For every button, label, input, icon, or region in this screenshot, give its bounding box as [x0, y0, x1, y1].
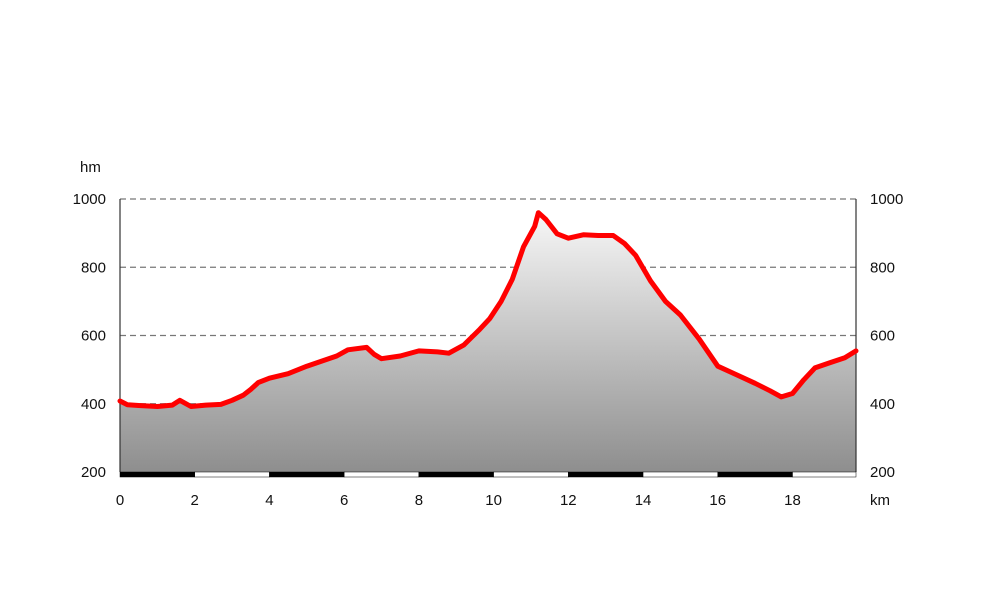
scale-segment-0 [119, 471, 195, 478]
scale-segment-8 [717, 471, 793, 478]
x-tick-2: 2 [191, 492, 199, 509]
y-tick-right-1000: 1000 [870, 191, 903, 208]
y-tick-left-800: 800 [81, 259, 106, 276]
y-tick-right-400: 400 [870, 396, 895, 413]
y-axis-label: hm [80, 159, 101, 176]
scale-segment-6 [568, 471, 644, 478]
elevation-line [117, 210, 859, 409]
y-tick-right-600: 600 [870, 328, 895, 345]
scale-segment-1 [194, 471, 270, 478]
y-tick-left-600: 600 [81, 328, 106, 345]
axes-layer [119, 199, 857, 478]
y-tick-right-200: 200 [870, 464, 895, 481]
y-tick-left-400: 400 [81, 396, 106, 413]
y-tick-left-1000: 1000 [73, 191, 106, 208]
x-tick-6: 6 [340, 492, 348, 509]
scale-segment-7 [642, 471, 719, 478]
scale-segment-3 [343, 471, 420, 478]
x-tick-8: 8 [415, 492, 423, 509]
scale-segment-4 [418, 471, 494, 478]
elevation-area [120, 212, 856, 472]
scale-segment-5 [493, 471, 569, 478]
x-tick-0: 0 [116, 492, 124, 509]
x-tick-14: 14 [635, 492, 652, 509]
x-tick-4: 4 [265, 492, 273, 509]
y-tick-left-200: 200 [81, 464, 106, 481]
x-tick-18: 18 [784, 492, 801, 509]
x-tick-16: 16 [709, 492, 726, 509]
x-axis-label: km [870, 492, 890, 509]
scale-segment-2 [269, 471, 345, 478]
x-tick-12: 12 [560, 492, 577, 509]
y-tick-right-800: 800 [870, 259, 895, 276]
scale-segment-9 [792, 471, 857, 478]
labels-layer: 200 200 400 400 600 600 800 800 1000 1000 0 2 4 6 8 10 1… [73, 191, 904, 509]
x-tick-10: 10 [485, 492, 502, 509]
